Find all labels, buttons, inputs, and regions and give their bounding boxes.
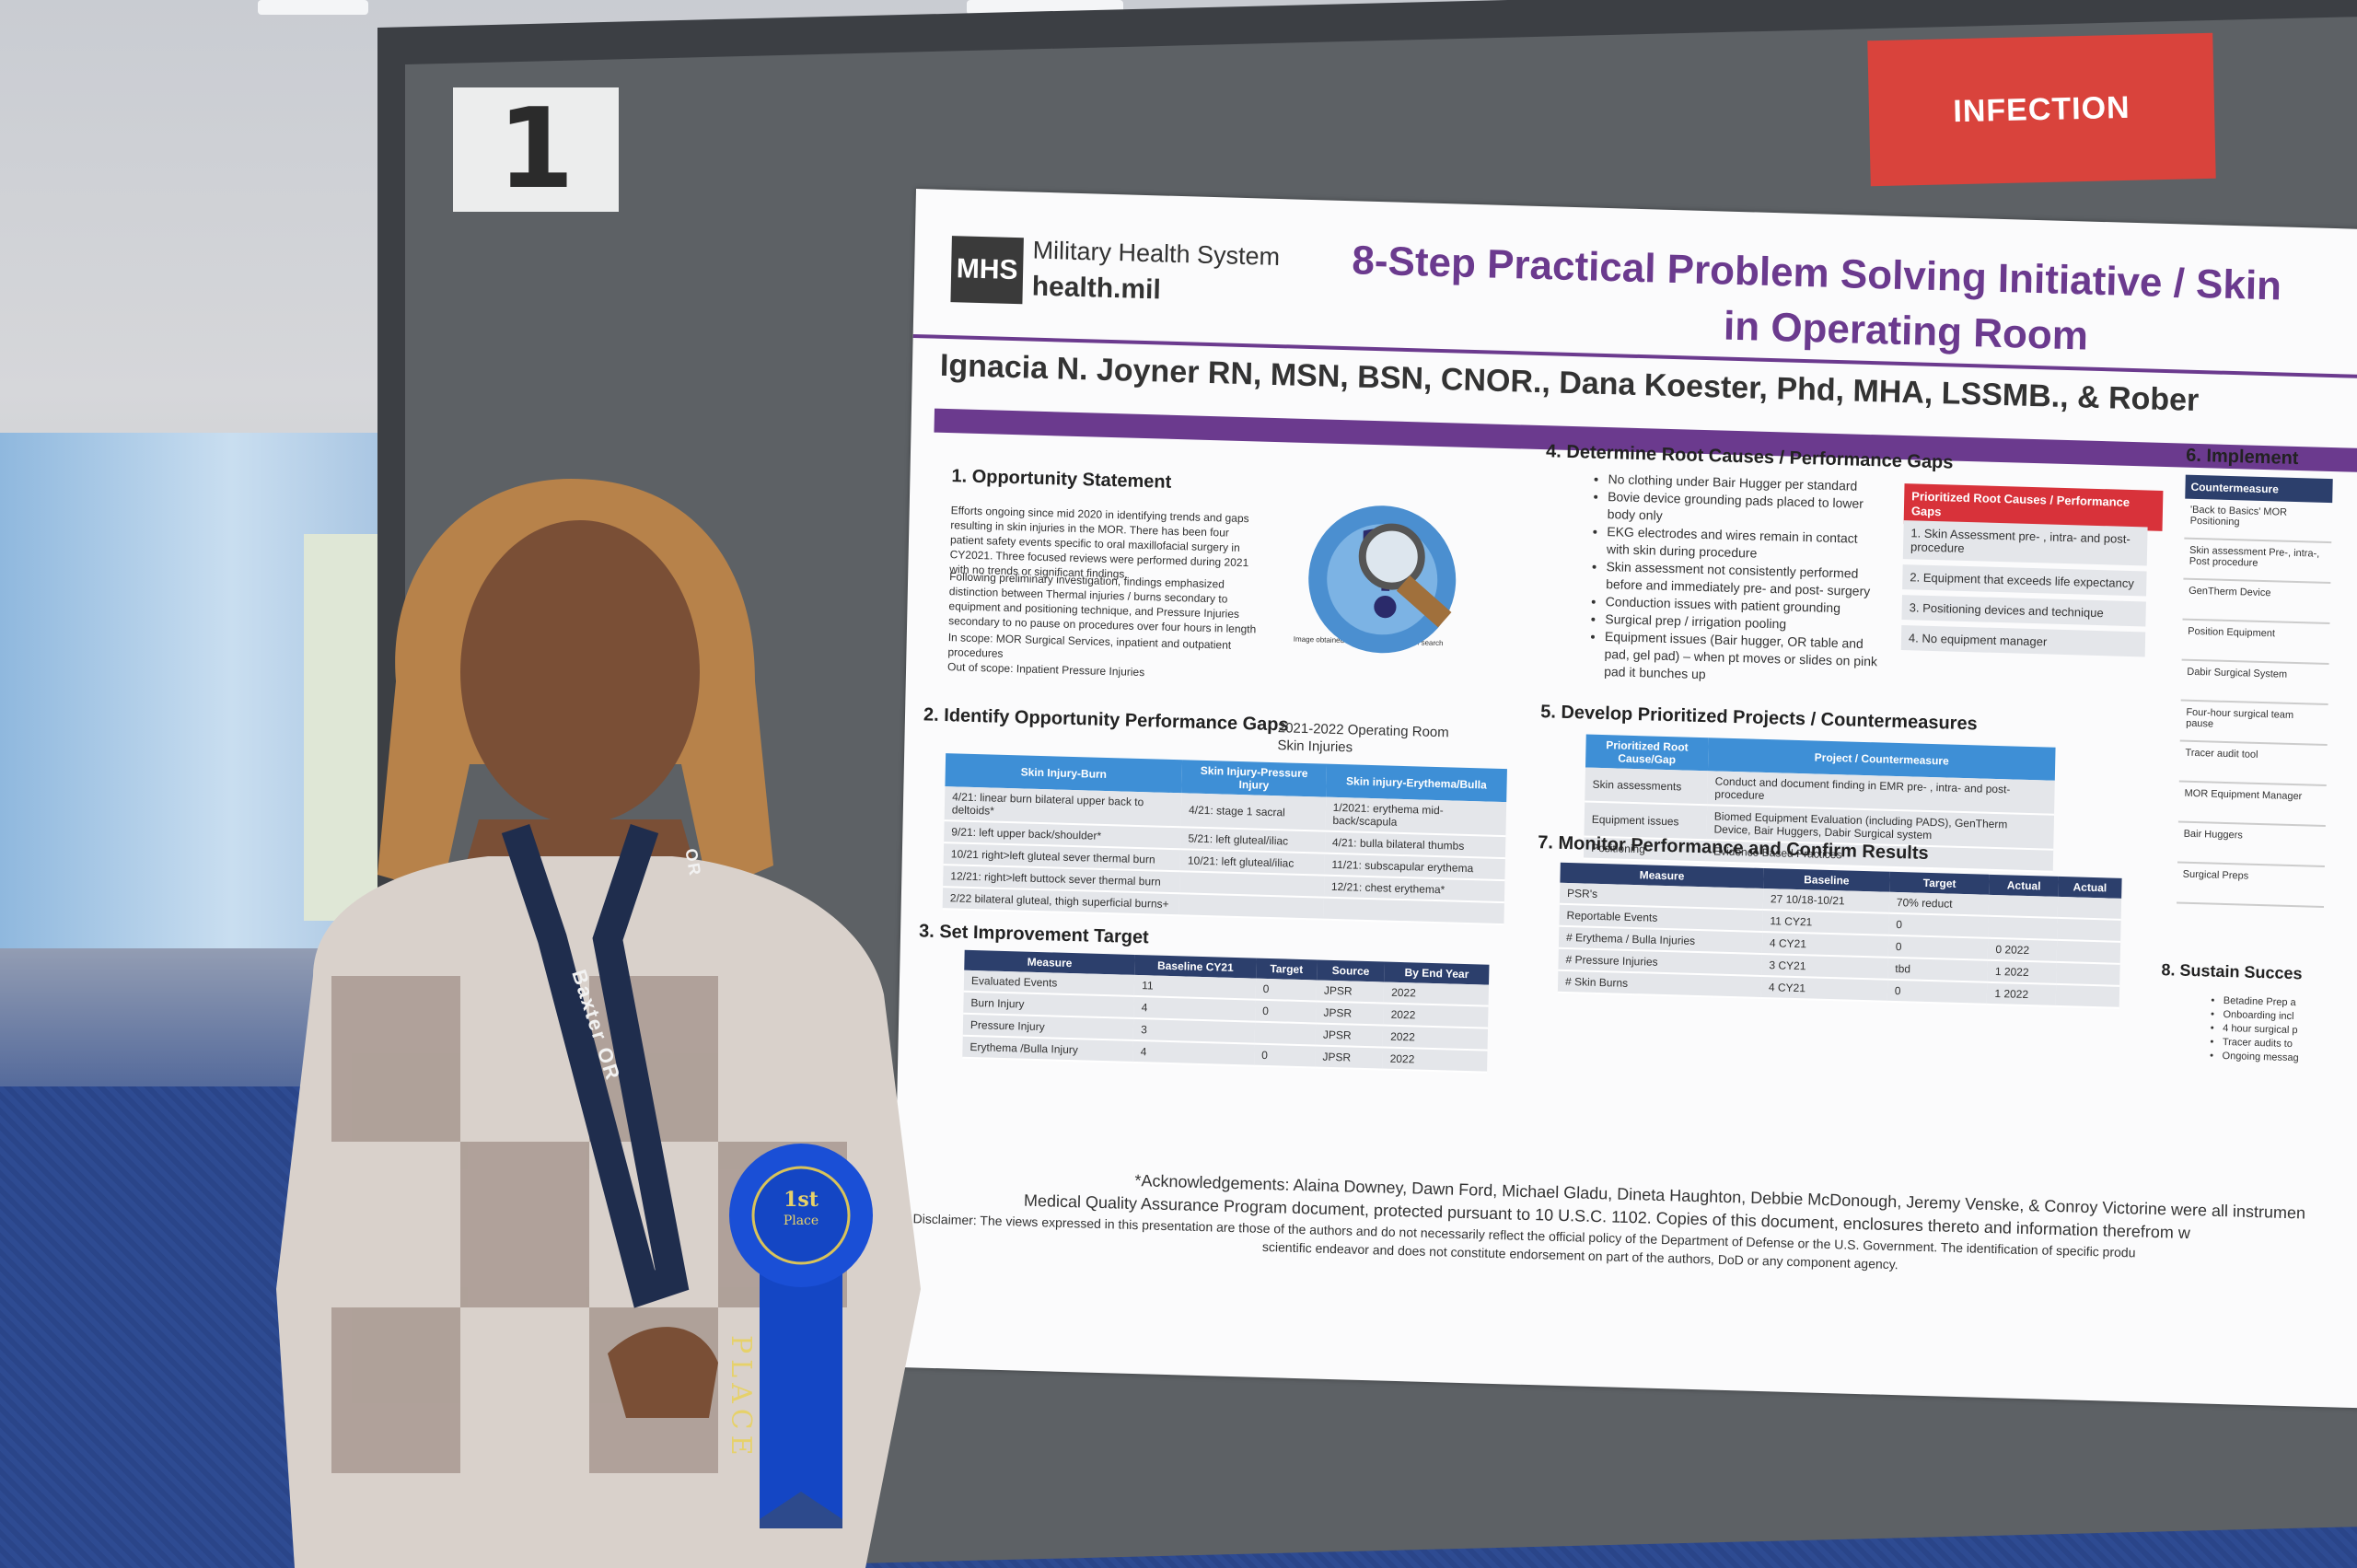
org-site: health.mil xyxy=(1031,271,1162,306)
list-item: 3. Positioning devices and technique xyxy=(1901,595,2146,627)
table-cell: 70% reduct xyxy=(1888,891,1990,916)
table-cell: 4 CY21 xyxy=(1760,975,1888,1002)
table-cell: JPSR xyxy=(1316,980,1385,1004)
table-cell: JPSR xyxy=(1315,1023,1384,1048)
list-item: 4. No equipment manager xyxy=(1900,625,2146,657)
list-item: Tracer audit tool xyxy=(2178,741,2328,787)
table-header: Skin Injury-Pressure Injury xyxy=(1181,760,1327,797)
table-cell: 3 xyxy=(1132,1017,1255,1044)
list-item: 1. Skin Assessment pre- , intra- and pos… xyxy=(1902,520,2148,566)
table-cell: JPSR xyxy=(1315,1045,1383,1070)
list-item: Equipment issues (Bair hugger, OR table … xyxy=(1604,628,1881,688)
section-1-title: 1. Opportunity Statement xyxy=(951,466,1172,493)
section-2-title: 2. Identify Opportunity Performance Gaps xyxy=(923,704,1289,736)
table-cell: 4 xyxy=(1133,995,1256,1022)
list-item: Surgical Preps xyxy=(2177,863,2325,908)
section-5-title: 5. Develop Prioritized Projects / Counte… xyxy=(1540,702,1978,735)
monitor-results-table: Measure Baseline Target Actual Actual PSR's 27… xyxy=(1557,862,2122,1009)
table-cell: JPSR xyxy=(1316,1001,1384,1026)
table-cell xyxy=(1323,897,1504,925)
improvement-target-table: Measure Baseline CY21 Target Source By End Y… xyxy=(962,949,1490,1074)
list-item: Bair Huggers xyxy=(2177,822,2326,867)
question-magnifier-icon: ? xyxy=(1308,503,1457,654)
category-card: INFECTION CONTROL xyxy=(1867,32,2216,274)
table-header: Skin injury-Erythema/Bulla xyxy=(1325,763,1507,803)
table-cell xyxy=(2057,917,2121,942)
table-cell xyxy=(2056,961,2120,986)
mhs-logo: MHS xyxy=(950,236,1024,305)
table-header: Source xyxy=(1317,959,1385,982)
board-number-card: 1 xyxy=(453,87,619,212)
table-cell: Skin assessments xyxy=(1585,767,1708,806)
table-cell: 1/2021: erythema mid-back/scapula xyxy=(1325,796,1507,837)
table-cell: 0 xyxy=(1253,1043,1316,1068)
table-cell: 0 xyxy=(1887,935,1989,960)
table-cell: tbd xyxy=(1887,957,1989,982)
list-item: 'Back to Basics' MOR Positioning xyxy=(2184,498,2333,544)
ribbon-place: 1st xyxy=(784,1188,819,1212)
table-cell: 4 xyxy=(1132,1040,1255,1066)
table-cell: 1 2022 xyxy=(1987,959,2057,984)
table-cell: 2022 xyxy=(1383,1003,1489,1028)
table-cell xyxy=(2056,939,2121,964)
skin-injuries-table: Skin Injury-Burn Skin Injury-Pressure Inj… xyxy=(942,753,1507,925)
table-header: Target xyxy=(1889,871,1991,895)
section-2-caption: 2021-2022 Operating Room Skin Injuries xyxy=(1277,719,1449,759)
table-cell: 0 2022 xyxy=(1988,937,2058,962)
section-8-title: 8. Sustain Succes xyxy=(2161,960,2303,983)
table-cell: 2022 xyxy=(1383,981,1490,1006)
table-cell xyxy=(2055,983,2120,1008)
research-poster: MHS Military Health System health.mil 8-… xyxy=(891,189,2357,1409)
table-cell: 0 xyxy=(1255,978,1318,1002)
table-cell: 0 xyxy=(1254,999,1317,1024)
table-cell: 0 xyxy=(1888,912,1990,938)
list-item: Dabir Surgical System xyxy=(2180,660,2329,706)
section-3-title: 3. Set Improvement Target xyxy=(918,921,1149,948)
table-cell: 2022 xyxy=(1382,1025,1489,1051)
prioritized-root-causes: 1. Skin Assessment pre- , intra- and pos… xyxy=(1900,520,2148,662)
list-item: MOR Equipment Manager xyxy=(2177,782,2327,827)
table-header: Prioritized Root Cause/Gap xyxy=(1585,734,1709,772)
list-item: Four-hour surgical team pause xyxy=(2179,701,2328,747)
table-cell: Erythema /Bulla Injury xyxy=(962,1035,1133,1063)
section-1-paragraph: Following preliminary investigation, fin… xyxy=(948,570,1257,636)
sustain-list: Betadine Prep aOnboarding incl4 hour sur… xyxy=(2205,993,2300,1065)
section-6-title: 6. Implement xyxy=(2186,445,2299,470)
list-item: Ongoing messag xyxy=(2222,1050,2298,1065)
table-cell: 4/21: stage 1 sacral xyxy=(1180,793,1326,831)
implement-list: Countermeasure 'Back to Basics' MOR Posit… xyxy=(2177,474,2333,908)
root-cause-list: No clothing under Bair Hugger per standa… xyxy=(1587,470,1885,689)
list-item: Skin assessment Pre-, intra-, Post proce… xyxy=(2183,539,2332,585)
first-place-ribbon xyxy=(729,1144,873,1528)
ceiling-light xyxy=(258,0,368,15)
table-cell xyxy=(1178,893,1324,920)
table-cell xyxy=(2057,896,2122,920)
poster-title: 8-Step Practical Problem Solving Initiat… xyxy=(1351,238,2282,309)
poster-authors: Ignacia N. Joyner RN, MSN, BSN, CNOR., D… xyxy=(939,347,2200,418)
table-cell: # Skin Burns xyxy=(1557,970,1762,998)
list-item: Position Equipment xyxy=(2181,620,2330,666)
table-header: Target xyxy=(1255,958,1318,981)
table-cell: 2022 xyxy=(1382,1047,1488,1073)
list-item: 2. Equipment that exceeds life expectanc… xyxy=(1902,564,2147,597)
table-header: By End Year xyxy=(1384,961,1490,985)
org-name: Military Health System xyxy=(1032,236,1281,272)
table-cell: 1 2022 xyxy=(1987,981,2057,1006)
ribbon-place-word: Place xyxy=(783,1214,819,1228)
table-cell xyxy=(1988,915,2058,940)
table-header: Actual xyxy=(1989,874,2059,897)
table-cell: 0 xyxy=(1887,979,1988,1005)
ribbon-tail-text: PLACE xyxy=(725,1335,757,1461)
table-cell xyxy=(1989,894,2059,918)
list-item: GenTherm Device xyxy=(2182,579,2331,625)
poster-title-line2: in Operating Room xyxy=(1723,303,2089,359)
background-booth-panel xyxy=(304,534,387,921)
table-header: Actual xyxy=(2058,876,2122,899)
table-cell xyxy=(1254,1021,1317,1046)
